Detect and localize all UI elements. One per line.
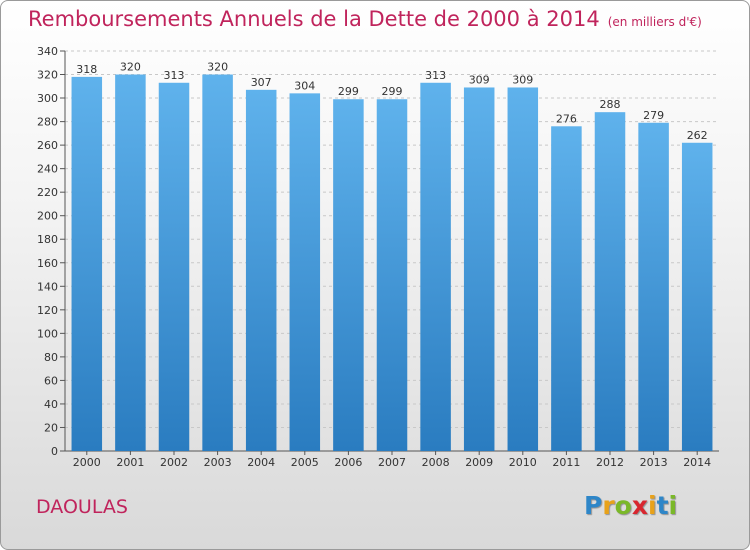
data-label: 279 (643, 109, 664, 122)
data-label: 318 (76, 63, 97, 76)
x-tick-label: 2008 (422, 456, 450, 469)
x-tick-label: 2013 (640, 456, 668, 469)
y-tick-label: 0 (51, 445, 58, 458)
bar (158, 82, 190, 451)
logo-letter: o (614, 491, 632, 520)
x-tick-label: 2011 (552, 456, 580, 469)
bar (638, 122, 669, 451)
data-label: 262 (687, 129, 708, 142)
y-tick-label: 320 (37, 69, 58, 82)
bar (202, 74, 233, 451)
bar (333, 99, 364, 451)
x-tick-label: 2003 (204, 456, 232, 469)
x-tick-label: 2007 (378, 456, 406, 469)
bar (289, 93, 321, 452)
y-tick-label: 120 (37, 304, 58, 317)
bar (507, 87, 539, 452)
y-tick-label: 20 (44, 421, 58, 434)
x-tick-label: 2006 (334, 456, 362, 469)
data-label: 313 (164, 69, 185, 82)
data-label: 320 (120, 61, 141, 74)
data-label: 307 (251, 76, 272, 89)
y-tick-label: 200 (37, 210, 58, 223)
data-label: 288 (600, 98, 621, 111)
y-tick-label: 40 (44, 398, 58, 411)
x-tick-label: 2002 (160, 456, 188, 469)
city-name: DAOULAS (36, 496, 128, 518)
x-tick-label: 2009 (465, 456, 493, 469)
y-tick-label: 180 (37, 233, 58, 246)
logo-letter: r (602, 491, 615, 520)
bar (376, 99, 408, 451)
bar (115, 74, 146, 451)
bar (551, 126, 582, 451)
logo-letter: t (656, 491, 669, 520)
data-label: 309 (512, 73, 533, 86)
bar (245, 89, 277, 451)
x-tick-label: 2000 (73, 456, 101, 469)
x-tick-label: 2001 (116, 456, 144, 469)
proxiti-logo: Proxiti (584, 491, 677, 520)
data-label: 313 (425, 69, 446, 82)
x-tick-label: 2012 (596, 456, 624, 469)
bar (420, 82, 451, 451)
unit-note: (en milliers d'€) (607, 15, 702, 29)
logo-letter: i (668, 491, 678, 520)
bar (594, 112, 626, 452)
logo-letter: x (631, 491, 648, 520)
logo-letter: i (648, 491, 657, 520)
y-tick-label: 100 (37, 327, 58, 340)
y-tick-label: 60 (44, 374, 58, 387)
y-tick-label: 260 (37, 139, 58, 152)
bar (71, 76, 103, 451)
bar (463, 87, 495, 452)
y-tick-label: 80 (44, 351, 58, 364)
data-label: 309 (469, 73, 490, 86)
y-tick-label: 280 (37, 116, 58, 129)
y-tick-label: 220 (37, 186, 58, 199)
data-label: 299 (338, 85, 359, 98)
x-tick-label: 2004 (247, 456, 275, 469)
x-tick-label: 2014 (683, 456, 711, 469)
data-label: 276 (556, 112, 577, 125)
y-tick-label: 140 (37, 280, 58, 293)
title-text: Remboursements Annuels de la Dette de 20… (28, 7, 600, 31)
chart-title: Remboursements Annuels de la Dette de 20… (28, 7, 702, 31)
y-tick-label: 240 (37, 163, 58, 176)
x-tick-label: 2010 (509, 456, 537, 469)
logo-letter: P (584, 491, 603, 520)
data-label: 299 (382, 85, 403, 98)
x-tick-label: 2005 (291, 456, 319, 469)
data-label: 304 (294, 79, 315, 92)
y-tick-label: 160 (37, 257, 58, 270)
y-tick-label: 300 (37, 92, 58, 105)
data-label: 320 (207, 61, 228, 74)
y-tick-label: 340 (37, 45, 58, 58)
bar (681, 142, 713, 451)
